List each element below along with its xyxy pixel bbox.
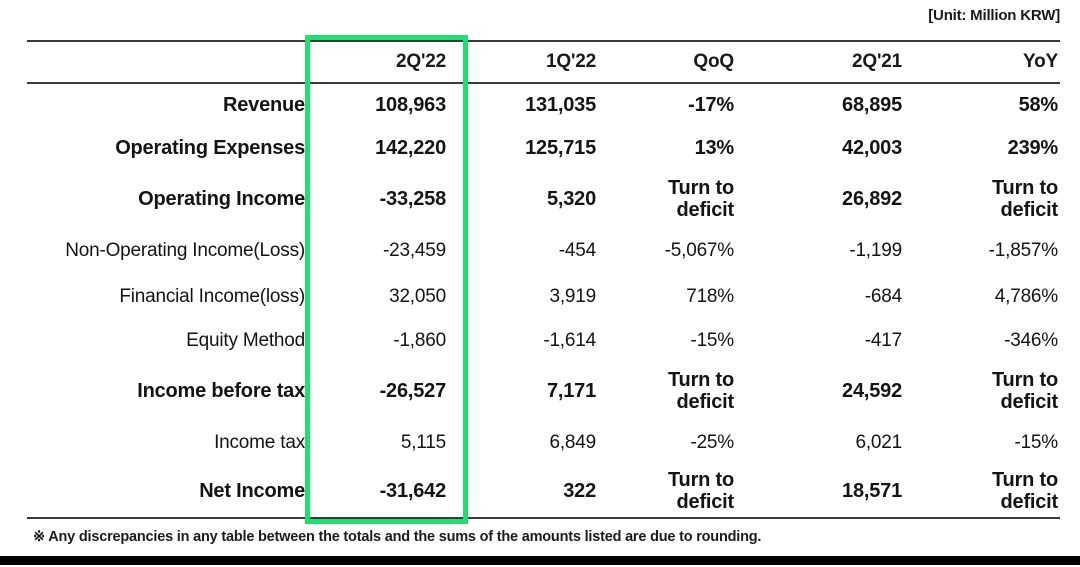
table-cell: Turn to deficit (992, 176, 1058, 221)
table-row-equity-method: Equity Method -1,860 -1,614 -15% -417 -3… (27, 319, 1060, 363)
row-label: Income before tax (137, 379, 305, 402)
table-row-income-before-tax: Income before tax -26,527 7,171 Turn to … (27, 363, 1060, 420)
table-cell: 322 (563, 480, 596, 503)
table-cell: 5,115 (400, 432, 446, 454)
table-cell: -346% (1004, 329, 1058, 351)
table-cell: Turn to deficit (668, 368, 734, 413)
row-label: Equity Method (186, 329, 305, 351)
table-cell: 4,786% (994, 285, 1058, 307)
row-label: Non-Operating Income(Loss) (65, 240, 305, 262)
row-label: Income tax (214, 432, 305, 454)
table-cell: Turn to deficit (992, 368, 1058, 413)
column-header-qoq: QoQ (618, 41, 758, 84)
table-cell: -5,067% (664, 240, 735, 262)
table-cell: 5,320 (546, 187, 596, 210)
column-header-2q22: 2Q'22 (305, 41, 468, 84)
table-cell: -684 (864, 285, 902, 307)
table-cell: -17% (688, 93, 734, 116)
column-header-2q21: 2Q'21 (758, 41, 922, 84)
table-cell: -26,527 (379, 379, 447, 402)
row-label: Financial Income(loss) (119, 285, 305, 307)
table-cell: 42,003 (842, 137, 902, 160)
table-row-income-tax: Income tax 5,115 6,849 -25% 6,021 -15% (27, 420, 1060, 467)
table-cell: -15% (690, 329, 734, 351)
table-cell: 68,895 (842, 93, 902, 116)
table-row-financial-income: Financial Income(loss) 32,050 3,919 718%… (27, 275, 1060, 319)
table-cell: 718% (686, 285, 734, 307)
table-cell: -23,459 (382, 240, 446, 262)
table-cell: 6,021 (855, 432, 902, 454)
table-cell: -1,857% (988, 240, 1059, 262)
table-cell: 239% (1007, 137, 1059, 160)
table-cell: Turn to deficit (992, 469, 1058, 513)
table-cell: 32,050 (389, 285, 446, 307)
table-cell: -25% (690, 432, 734, 454)
table-cell: -417 (864, 329, 902, 351)
table-cell: 24,592 (842, 379, 902, 402)
row-label: Operating Expenses (115, 137, 305, 160)
table-cell: -31,642 (379, 480, 447, 503)
table-cell: 7,171 (546, 379, 596, 402)
table-cell: -1,614 (543, 329, 596, 351)
table-cell: -454 (558, 240, 596, 262)
table-cell: 142,220 (375, 137, 446, 160)
footnote: ※ Any discrepancies in any table between… (33, 529, 762, 545)
table-cell: 131,035 (525, 93, 596, 116)
table-cell: 13% (694, 137, 735, 160)
table-cell: 108,963 (375, 93, 446, 116)
table-cell: -33,258 (379, 187, 447, 210)
table-row-revenue: Revenue 108,963 131,035 -17% 68,895 58% (27, 83, 1060, 127)
row-label: Operating Income (138, 187, 305, 210)
row-label: Net Income (199, 480, 305, 503)
bottom-divider-bar (0, 556, 1080, 565)
table-cell: -1,860 (393, 329, 446, 351)
table-row-operating-expenses: Operating Expenses 142,220 125,715 13% 4… (27, 127, 1060, 171)
table-cell: 18,571 (842, 480, 902, 503)
column-header-yoy: YoY (922, 41, 1060, 84)
table-cell: 125,715 (525, 137, 596, 160)
table-cell: Turn to deficit (668, 176, 734, 221)
header-row: 2Q'22 1Q'22 QoQ 2Q'21 YoY (27, 41, 1060, 84)
table-cell: 26,892 (842, 187, 902, 210)
financial-results-table: 2Q'22 1Q'22 QoQ 2Q'21 YoY Revenue 108,96… (27, 40, 1060, 519)
table-row-operating-income: Operating Income -33,258 5,320 Turn to d… (27, 171, 1060, 228)
row-label: Revenue (223, 93, 305, 116)
table-cell: -1,199 (849, 240, 902, 262)
table-cell: 58% (1018, 93, 1059, 116)
table-row-net-income: Net Income -31,642 322 Turn to deficit 1… (27, 467, 1060, 518)
table-cell: 6,849 (549, 432, 596, 454)
table-cell: Turn to deficit (668, 469, 734, 513)
table-cell: -15% (1014, 432, 1058, 454)
header-empty (27, 41, 305, 84)
column-header-1q22: 1Q'22 (468, 41, 618, 84)
unit-label: [Unit: Million KRW] (928, 7, 1060, 24)
table-row-non-operating-income: Non-Operating Income(Loss) -23,459 -454 … (27, 228, 1060, 275)
table-cell: 3,919 (549, 285, 596, 307)
